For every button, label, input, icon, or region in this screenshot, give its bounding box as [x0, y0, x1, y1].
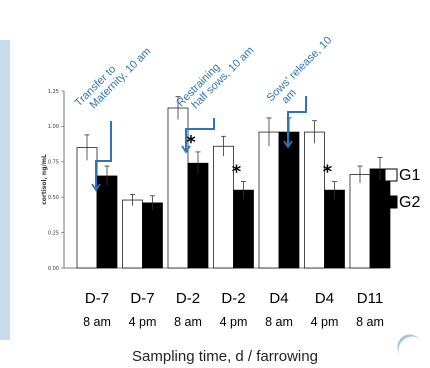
y-tick-label: 1.00: [48, 124, 59, 130]
bar-g2-5: [324, 189, 345, 269]
annotation-label: Restraininghalf sows, 10 am: [175, 36, 257, 118]
annotation-arrowhead: [181, 145, 191, 154]
bar-g1-5: [304, 131, 325, 269]
annotation-arrowhead: [91, 183, 101, 192]
x-category-time: 4 pm: [311, 315, 339, 329]
bar-g2-2: [187, 162, 209, 269]
y-axis-label: cortisol, ng/mL: [41, 154, 48, 205]
bar-g1-1: [122, 199, 143, 269]
x-category-time: 8 am: [356, 315, 384, 329]
x-category-time: 8 am: [174, 315, 202, 329]
x-category-time: 8 am: [83, 315, 111, 329]
bar-g1-3: [213, 145, 234, 269]
y-tick-label: 0.50: [48, 195, 59, 201]
x-category-day: D4: [269, 290, 288, 307]
x-axis-labels: D-7 8 am D-7 4 pm D-2 8 am D-2 4 pm D4 8 am D4 4 pm…: [83, 290, 384, 365]
annotation-line: Sows' release, 10: [265, 34, 335, 104]
y-tick-label: 1.25: [48, 89, 59, 95]
error-bars: [84, 96, 383, 210]
y-tick-label: 0.00: [48, 266, 59, 272]
left-decorative-strip: [0, 40, 10, 340]
x-category-time: 4 pm: [129, 315, 157, 329]
bar-g2-0: [96, 175, 118, 269]
bar-g2-6: [369, 168, 391, 269]
x-category-time: 4 pm: [220, 315, 248, 329]
legend-label-g1: G1: [399, 167, 420, 184]
x-axis-title: Sampling time, d / farrowing: [132, 348, 318, 365]
x-category-day: D-2: [221, 290, 245, 307]
y-tick-label: 0.25: [48, 230, 59, 236]
x-category-day: D-2: [176, 290, 200, 307]
x-category-day: D-7: [130, 290, 154, 307]
y-tick-label: 0.75: [48, 160, 59, 166]
annotation-arrowhead: [283, 140, 293, 149]
significance-star: *: [323, 162, 333, 183]
legend-label-g2: G2: [399, 194, 420, 211]
annotation-arrow: [185, 118, 215, 151]
legend: G1 G2: [384, 167, 420, 211]
annotation-label: Sows' release, 10am: [265, 34, 343, 112]
x-category-day: D11: [357, 290, 383, 307]
bar-g2-1: [142, 202, 163, 269]
bar-g1-6: [349, 174, 371, 269]
x-category-time: 8 am: [265, 315, 293, 329]
legend-swatch-g2: [384, 195, 398, 209]
x-category-day: D4: [315, 290, 334, 307]
bars: [76, 107, 391, 269]
legend-swatch-g1: [384, 168, 398, 182]
annotation-arrow: [95, 121, 112, 189]
annotation-arrow: [287, 96, 307, 146]
bar-g1-0: [76, 147, 98, 269]
bar-g1-4: [258, 131, 280, 269]
x-category-day: D-7: [85, 290, 109, 307]
significance-markers: * * *: [186, 132, 333, 183]
annotation-label: Transfer toMaternity, 10 am: [73, 37, 154, 118]
significance-star: *: [232, 162, 242, 183]
bar-g2-3: [233, 189, 254, 269]
bar-g2-4: [278, 131, 300, 269]
significance-star: *: [186, 132, 196, 153]
